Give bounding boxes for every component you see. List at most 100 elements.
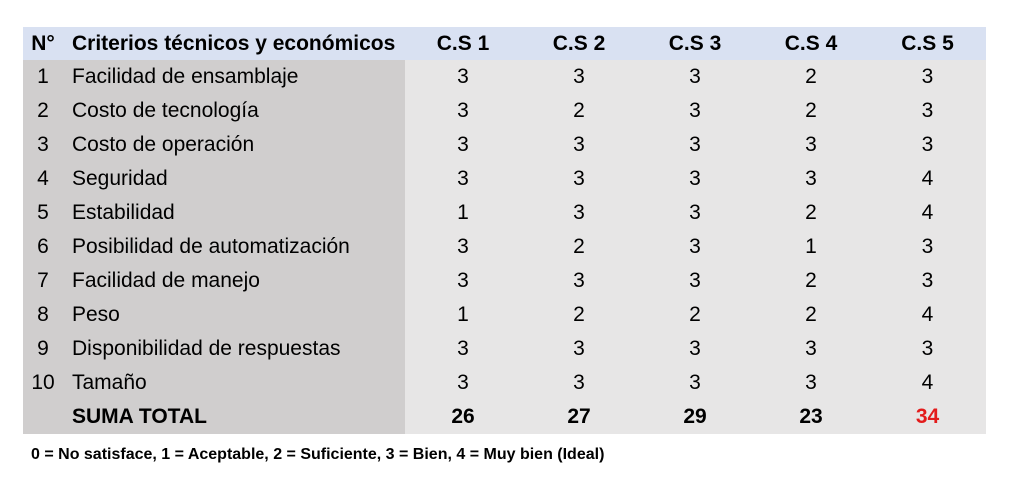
table-row: 10 Tamaño 3 3 3 3 4 [23, 366, 986, 400]
score-cell: 3 [869, 128, 986, 162]
score-cell: 2 [521, 94, 637, 128]
total-row: SUMA TOTAL 26 27 29 23 34 [23, 400, 986, 434]
score-cell: 3 [869, 332, 986, 366]
score-cell: 3 [637, 264, 753, 298]
score-cell: 3 [753, 366, 869, 400]
score-cell: 2 [753, 94, 869, 128]
score-cell: 3 [637, 60, 753, 94]
score-cell: 2 [521, 298, 637, 332]
header-num: N° [23, 27, 63, 60]
header-cs-1: C.S 1 [405, 27, 521, 60]
score-cell: 3 [405, 128, 521, 162]
row-num: 10 [23, 366, 63, 400]
row-criteria: Tamaño [63, 366, 405, 400]
header-cs-5: C.S 5 [869, 27, 986, 60]
total-value: 27 [521, 400, 637, 434]
score-cell: 3 [637, 128, 753, 162]
score-cell: 3 [637, 94, 753, 128]
table-body: 1 Facilidad de ensamblaje 3 3 3 2 3 2 Co… [23, 60, 986, 434]
table-row: 9 Disponibilidad de respuestas 3 3 3 3 3 [23, 332, 986, 366]
header-criteria: Criterios técnicos y económicos [63, 27, 405, 60]
table-row: 6 Posibilidad de automatización 3 2 3 1 … [23, 230, 986, 264]
score-cell: 4 [869, 162, 986, 196]
row-num: 2 [23, 94, 63, 128]
row-criteria: Posibilidad de automatización [63, 230, 405, 264]
score-cell: 2 [753, 60, 869, 94]
header-cs-4: C.S 4 [753, 27, 869, 60]
row-criteria: Facilidad de ensamblaje [63, 60, 405, 94]
score-cell: 3 [869, 60, 986, 94]
score-cell: 3 [405, 366, 521, 400]
total-value: 26 [405, 400, 521, 434]
criteria-table: N° Criterios técnicos y económicos C.S 1… [23, 27, 986, 434]
score-cell: 3 [753, 332, 869, 366]
total-num-cell [23, 400, 63, 434]
header-cs-2: C.S 2 [521, 27, 637, 60]
table-header: N° Criterios técnicos y económicos C.S 1… [23, 27, 986, 60]
row-num: 1 [23, 60, 63, 94]
row-criteria: Peso [63, 298, 405, 332]
row-num: 5 [23, 196, 63, 230]
table-row: 3 Costo de operación 3 3 3 3 3 [23, 128, 986, 162]
score-cell: 3 [753, 162, 869, 196]
score-cell: 1 [405, 298, 521, 332]
row-criteria: Disponibilidad de respuestas [63, 332, 405, 366]
row-criteria: Costo de tecnología [63, 94, 405, 128]
score-cell: 3 [869, 264, 986, 298]
score-cell: 3 [521, 196, 637, 230]
score-cell: 3 [405, 94, 521, 128]
score-cell: 3 [869, 230, 986, 264]
score-cell: 3 [637, 332, 753, 366]
score-cell: 3 [405, 332, 521, 366]
score-cell: 2 [753, 196, 869, 230]
score-cell: 3 [637, 366, 753, 400]
score-cell: 3 [405, 230, 521, 264]
header-cs-3: C.S 3 [637, 27, 753, 60]
table-row: 5 Estabilidad 1 3 3 2 4 [23, 196, 986, 230]
row-criteria: Estabilidad [63, 196, 405, 230]
row-criteria: Costo de operación [63, 128, 405, 162]
score-cell: 1 [753, 230, 869, 264]
score-cell: 3 [869, 94, 986, 128]
row-num: 3 [23, 128, 63, 162]
score-cell: 4 [869, 366, 986, 400]
score-cell: 1 [405, 196, 521, 230]
total-value-best: 34 [869, 400, 986, 434]
score-cell: 3 [405, 264, 521, 298]
row-num: 8 [23, 298, 63, 332]
rating-legend: 0 = No satisface, 1 = Aceptable, 2 = Suf… [31, 446, 605, 463]
table-row: 1 Facilidad de ensamblaje 3 3 3 2 3 [23, 60, 986, 94]
score-cell: 3 [637, 162, 753, 196]
score-cell: 3 [521, 366, 637, 400]
row-criteria: Facilidad de manejo [63, 264, 405, 298]
score-cell: 3 [521, 162, 637, 196]
score-cell: 3 [405, 60, 521, 94]
table-row: 4 Seguridad 3 3 3 3 4 [23, 162, 986, 196]
score-cell: 3 [521, 128, 637, 162]
score-cell: 4 [869, 298, 986, 332]
score-cell: 3 [521, 332, 637, 366]
score-cell: 4 [869, 196, 986, 230]
row-num: 6 [23, 230, 63, 264]
row-num: 4 [23, 162, 63, 196]
row-num: 7 [23, 264, 63, 298]
table-row: 2 Costo de tecnología 3 2 3 2 3 [23, 94, 986, 128]
table-row: 8 Peso 1 2 2 2 4 [23, 298, 986, 332]
score-cell: 2 [521, 230, 637, 264]
total-value: 23 [753, 400, 869, 434]
score-cell: 3 [405, 162, 521, 196]
row-num: 9 [23, 332, 63, 366]
score-cell: 3 [637, 230, 753, 264]
score-cell: 2 [753, 264, 869, 298]
row-criteria: Seguridad [63, 162, 405, 196]
score-cell: 2 [637, 298, 753, 332]
total-value: 29 [637, 400, 753, 434]
table-row: 7 Facilidad de manejo 3 3 3 2 3 [23, 264, 986, 298]
score-cell: 3 [521, 264, 637, 298]
score-cell: 3 [753, 128, 869, 162]
score-cell: 2 [753, 298, 869, 332]
score-cell: 3 [637, 196, 753, 230]
total-label: SUMA TOTAL [63, 400, 405, 434]
score-cell: 3 [521, 60, 637, 94]
header-row: N° Criterios técnicos y económicos C.S 1… [23, 27, 986, 60]
